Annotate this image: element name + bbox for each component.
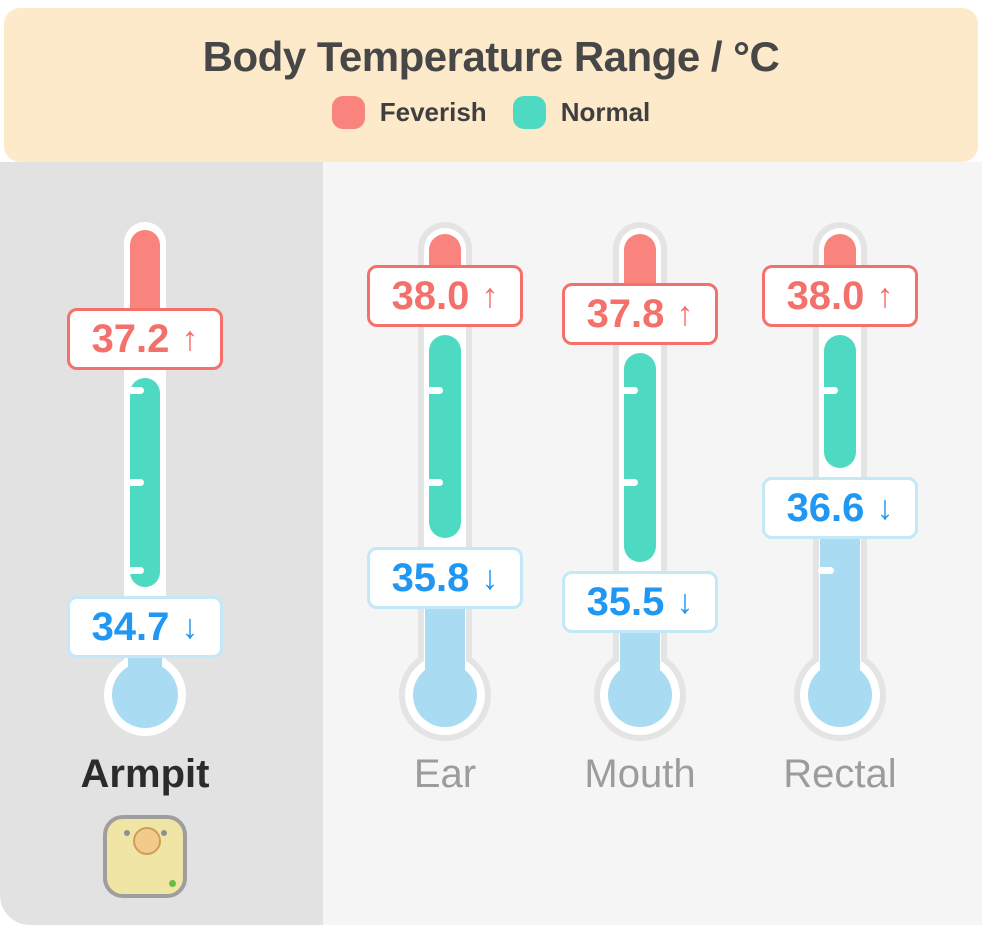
scale-tick (622, 387, 638, 394)
feverish-swatch-icon (331, 96, 365, 129)
bulb-fill-rectal (808, 663, 872, 727)
scale-tick (622, 479, 638, 486)
down-arrow-icon: ↓ (876, 489, 894, 527)
site-label-mouth[interactable]: Mouth (584, 752, 696, 796)
legend-item-feverish: Feverish (331, 96, 487, 129)
down-arrow-icon: ↓ (181, 608, 199, 646)
site-label-rectal[interactable]: Rectal (783, 752, 897, 796)
scale-tick (427, 387, 443, 394)
chart-title: Body Temperature Range / °C (202, 33, 780, 80)
normal-low-value: 36.6 (786, 486, 865, 530)
scale-tick (128, 387, 144, 394)
bulb-fill-armpit (112, 662, 178, 728)
fever-threshold-value: 38.0 (391, 274, 470, 318)
down-arrow-icon: ↓ (676, 583, 694, 621)
scale-tick (822, 387, 838, 394)
up-arrow-icon: ↑ (676, 295, 694, 333)
site-label-armpit[interactable]: Armpit (80, 752, 210, 796)
fever-threshold-value: 37.8 (586, 292, 665, 336)
low-badge-ear: 35.8 ↓ (367, 547, 523, 609)
fever-badge-ear: 38.0 ↑ (367, 265, 523, 327)
scale-tick (128, 567, 144, 574)
low-badge-mouth: 35.5 ↓ (562, 571, 718, 633)
bulb-fill-ear (413, 663, 477, 727)
normal-low-value: 35.8 (391, 556, 470, 600)
scale-tick (128, 479, 144, 486)
up-arrow-icon: ↑ (181, 320, 199, 358)
low-badge-armpit: 34.7 ↓ (67, 596, 223, 658)
normal-low-value: 35.5 (586, 580, 665, 624)
scale-tick (818, 567, 834, 574)
up-arrow-icon: ↑ (481, 277, 499, 315)
device-sensor-icon (133, 827, 161, 855)
up-arrow-icon: ↑ (876, 277, 894, 315)
fever-threshold-value: 38.0 (786, 274, 865, 318)
legend-item-normal: Normal (512, 96, 651, 129)
fever-badge-rectal: 38.0 ↑ (762, 265, 918, 327)
normal-low-value: 34.7 (91, 605, 170, 649)
down-arrow-icon: ↓ (481, 559, 499, 597)
scale-tick (427, 479, 443, 486)
armpit-patch-device-icon (103, 815, 187, 898)
legend: Feverish Normal (4, 96, 978, 129)
bulb-fill-mouth (608, 663, 672, 727)
legend-label-feverish: Feverish (379, 97, 487, 127)
device-led-icon (169, 880, 176, 887)
device-dot-icon (161, 830, 167, 836)
fever-badge-mouth: 37.8 ↑ (562, 283, 718, 345)
site-label-ear[interactable]: Ear (413, 752, 477, 796)
normal-fill-mouth (624, 353, 656, 562)
normal-fill-ear (429, 335, 461, 538)
device-dot-icon (124, 830, 130, 836)
normal-fill-rectal (824, 335, 856, 468)
chart-header: Body Temperature Range / °C Feverish Nor… (4, 8, 978, 162)
low-badge-rectal: 36.6 ↓ (762, 477, 918, 539)
fever-threshold-value: 37.2 (91, 317, 170, 361)
legend-label-normal: Normal (560, 97, 651, 127)
fever-badge-armpit: 37.2 ↑ (67, 308, 223, 370)
normal-swatch-icon (512, 96, 546, 129)
